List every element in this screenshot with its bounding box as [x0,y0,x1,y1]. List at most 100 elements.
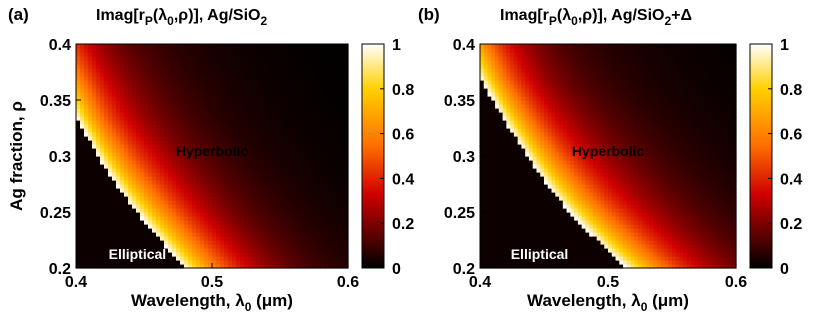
heatmap-cell [132,64,137,69]
heatmap-cell [344,240,349,245]
heatmap-cell [316,96,321,101]
heatmap-cell [200,180,205,185]
heatmap-cell [536,212,541,217]
heatmap-cell [180,172,185,177]
heatmap-cell [248,112,253,117]
heatmap-cell [312,76,317,81]
heatmap-cell [248,132,253,137]
heatmap-cell [260,192,265,197]
heatmap-cell [324,112,329,117]
heatmap-cell [540,60,545,65]
heatmap-cell [510,128,515,133]
heatmap-cell [228,260,233,265]
heatmap-cell [506,132,511,137]
heatmap-cell [88,44,93,49]
heatmap-cell [525,180,530,185]
heatmap-cell [332,112,337,117]
heatmap-cell [510,88,515,93]
heatmap-cell [551,104,556,109]
heatmap-cell [176,240,181,245]
heatmap-cell [112,60,117,65]
heatmap-cell [96,256,101,261]
heatmap-cell [491,84,496,89]
heatmap-cell [104,120,109,125]
heatmap-cell [216,136,221,141]
heatmap-cell [272,172,277,177]
heatmap-cell [316,88,321,93]
heatmap-cell [248,180,253,185]
heatmap-cell [116,244,121,249]
heatmap-cell [80,60,85,65]
heatmap-cell [84,132,89,137]
heatmap-cell [491,92,496,97]
heatmap-cell [208,84,213,89]
heatmap-cell [232,224,237,229]
heatmap-cell [124,232,129,237]
heatmap-cell [525,44,530,49]
heatmap-cell [536,252,541,257]
heatmap-cell [84,188,89,193]
heatmap-cell [521,148,526,153]
heatmap-cell [92,76,97,81]
heatmap-cell [502,120,507,125]
heatmap-cell [483,56,489,61]
heatmap-cell [304,148,309,153]
heatmap-cell [160,104,165,109]
heatmap-cell [480,220,485,225]
heatmap-cell [320,216,325,221]
heatmap-cell [120,72,125,77]
chart-panel-a: 0.4 0.5 0.60.20.250.30.350.400.20.40.60.81… [7,5,414,314]
heatmap-cell [208,200,213,205]
heatmap-cell [276,44,281,49]
heatmap-cell [532,264,538,269]
heatmap-cell [304,204,309,209]
heatmap-cell [184,196,189,201]
heatmap-cell [204,124,209,129]
heatmap-cell [212,84,217,89]
heatmap-cell [495,120,500,125]
heatmap-cell [156,72,161,77]
heatmap-cell [491,108,496,113]
heatmap-cell [517,148,523,153]
heatmap-cell [136,144,141,149]
heatmap-cell [116,112,121,117]
heatmap-cell [248,248,253,253]
heatmap-cell [268,176,273,181]
heatmap-cell [128,56,133,61]
heatmap-cell [268,152,273,157]
heatmap-cell [320,172,325,177]
heatmap-cell [116,52,121,57]
heatmap-cell [264,140,269,145]
heatmap-cell [300,220,305,225]
heatmap-cell [116,80,121,85]
heatmap-cell [152,220,157,225]
heatmap-cell [547,196,553,201]
heatmap-cell [220,44,225,49]
heatmap-cell [152,224,157,229]
heatmap-cell [76,68,81,73]
heatmap-cell [204,144,209,149]
heatmap-cell [498,80,504,85]
heatmap-cell [547,60,553,65]
heatmap-cell [88,160,93,165]
heatmap-cell [332,196,337,201]
heatmap-cell [480,76,485,81]
heatmap-cell [336,80,341,85]
heatmap-cell [483,116,489,121]
heatmap-cell [292,96,297,101]
heatmap-cell [76,188,81,193]
heatmap-cell [212,88,217,93]
heatmap-cell [547,152,553,157]
heatmap-cell [108,128,113,133]
heatmap-cell [483,152,489,157]
heatmap-cell [260,164,265,169]
heatmap-cell [320,100,325,105]
heatmap-cell [244,156,249,161]
heatmap-cell [152,64,157,69]
heatmap-cell [80,52,85,57]
heatmap-cell [192,68,197,73]
heatmap-cell [521,204,526,209]
heatmap-cell [491,48,496,53]
heatmap-cell [308,188,313,193]
heatmap-cell [120,192,125,197]
